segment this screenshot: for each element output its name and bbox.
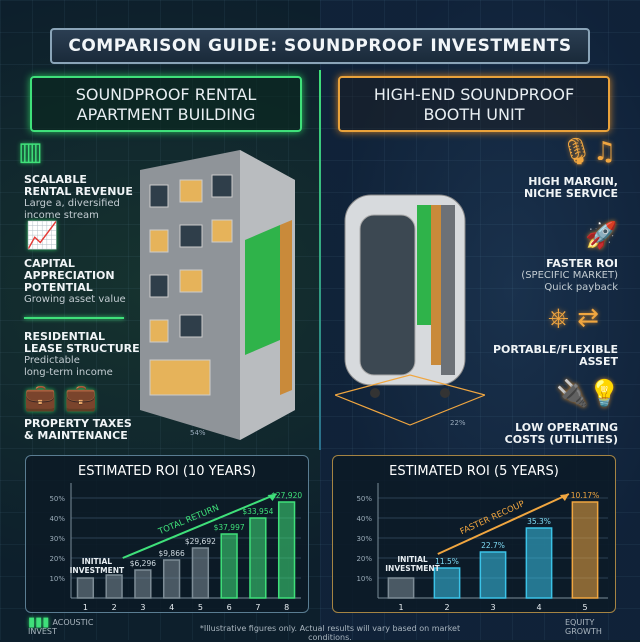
x-tick-label: 8 [284,603,289,612]
bar [249,517,267,599]
data-label: $37,997 [214,523,245,532]
y-tick-label: 20% [49,555,65,563]
growth-chart-icon: 📈 [26,221,59,251]
annotation-initial-investment: INVESTMENT [385,564,440,573]
page-title: COMPARISON GUIDE: SOUNDPROOF INVESTMENTS [50,28,590,64]
y-tick-label: 10% [49,575,65,583]
dimension-label: 54% [190,429,206,437]
data-label: $33,954 [242,507,273,516]
data-label: $29,692 [185,537,216,546]
arrowhead [267,494,277,501]
chart-title: ESTIMATED ROI (5 YEARS) [389,464,559,479]
apartment-building-illustration: 54% [140,150,295,440]
data-label: $6,296 [130,559,156,568]
y-tick-label: 10% [356,575,372,583]
feature-faster-roi: FASTER ROI (SPECIFIC MARKET) Quick paybac… [521,257,618,294]
x-tick-label: 2 [112,603,117,612]
chart-title: ESTIMATED ROI (10 YEARS) [77,464,257,479]
y-tick-label: 40% [49,515,65,523]
y-tick-label: 30% [49,535,65,543]
y-tick-label: 30% [356,535,372,543]
data-label: $9,866 [159,549,185,558]
data-label: 22.7% [481,541,505,550]
bar [105,574,123,599]
plug-bulb-icon: 🔌💡 [556,379,621,409]
soundwave-icon: ▮▮▮ [28,615,50,630]
y-tick-label: 20% [356,555,372,563]
wheel-arrows-icon: ⎈ ⇄ [548,303,599,333]
roi-chart-5-years: ESTIMATED ROI (5 YEARS) 10% 20% 30% 40% 50% 1… [332,455,616,613]
bar [162,559,181,599]
right-header: HIGH-END SOUNDPROOF BOOTH UNIT [338,76,610,132]
bar [525,527,553,599]
acoustic-invest-logo: ▮▮▮ ACOUSTIC INVEST [28,615,94,636]
connector-line [24,317,124,319]
building-icon: ▥ [18,137,43,167]
feature-scalable-revenue: SCALABLE RENTAL REVENUE Large a, diversif… [24,173,133,222]
y-tick-label: 50% [356,495,372,503]
roi-chart-10-years: ESTIMATED ROI (10 YEARS) 10% 20% 30% 40% 50%… [25,455,309,613]
bar [191,547,210,599]
x-tick-label: 5 [198,603,203,612]
soundproof-booth-illustration: 22% [335,194,485,427]
rocket-icon: 🚀 [585,221,618,251]
x-tick-label: 1 [398,603,403,612]
x-tick-label: 5 [582,603,587,612]
y-tick-label: 50% [49,495,65,503]
disclaimer: *Illustrative figures only. Actual resul… [199,624,461,642]
left-header: SOUNDPROOF RENTAL APARTMENT BUILDING [30,76,302,132]
bar [220,533,238,599]
equity-growth-logo: EQUITY GROWTH [565,618,602,636]
briefcase-icon: 💼 💼 [24,383,98,413]
bar [76,577,95,599]
feature-portable: PORTABLE/FLEXIBLE ASSET [493,343,618,368]
x-tick-label: 1 [83,603,88,612]
divider [319,70,321,450]
bar [479,551,507,599]
feature-lease-structure: RESIDENTIAL LEASE STRUCTURE Predictable l… [24,330,140,379]
data-label: 10.17% [571,491,600,500]
bar [433,567,461,599]
dimension-label: 22% [450,419,466,427]
x-tick-label: 4 [169,603,174,612]
x-tick-label: 2 [444,603,449,612]
feature-high-margin: HIGH MARGIN, NICHE SERVICE [523,175,618,200]
x-tick-label: 3 [490,603,495,612]
microphone-music-icon: 🎙♫ [560,137,617,167]
arrowhead [559,494,569,501]
annotation-initial-investment: INITIAL [82,557,113,566]
annotation-initial-investment: INVESTMENT [70,566,125,575]
y-tick-label: 40% [356,515,372,523]
bar [571,501,599,599]
data-label: 11.5% [435,557,459,566]
annotation-initial-investment: INITIAL [397,555,428,564]
bar [277,501,296,599]
x-tick-label: 7 [255,603,260,612]
x-tick-label: 6 [227,603,232,612]
bar [387,577,415,599]
data-label: $27,920 [271,491,302,500]
bar [134,569,152,599]
feature-property-taxes: PROPERTY TAXES & MAINTENANCE [24,417,132,442]
trend-arrow [122,493,277,559]
x-tick-label: 4 [536,603,541,612]
feature-capital-appreciation: CAPITAL APPRECIATION POTENTIAL Growing as… [24,257,126,306]
data-label: 35.3% [527,517,551,526]
feature-low-operating-costs: LOW OPERATING COSTS (UTILITIES) [504,421,618,446]
trend-arrow [437,493,570,555]
x-tick-label: 3 [140,603,145,612]
